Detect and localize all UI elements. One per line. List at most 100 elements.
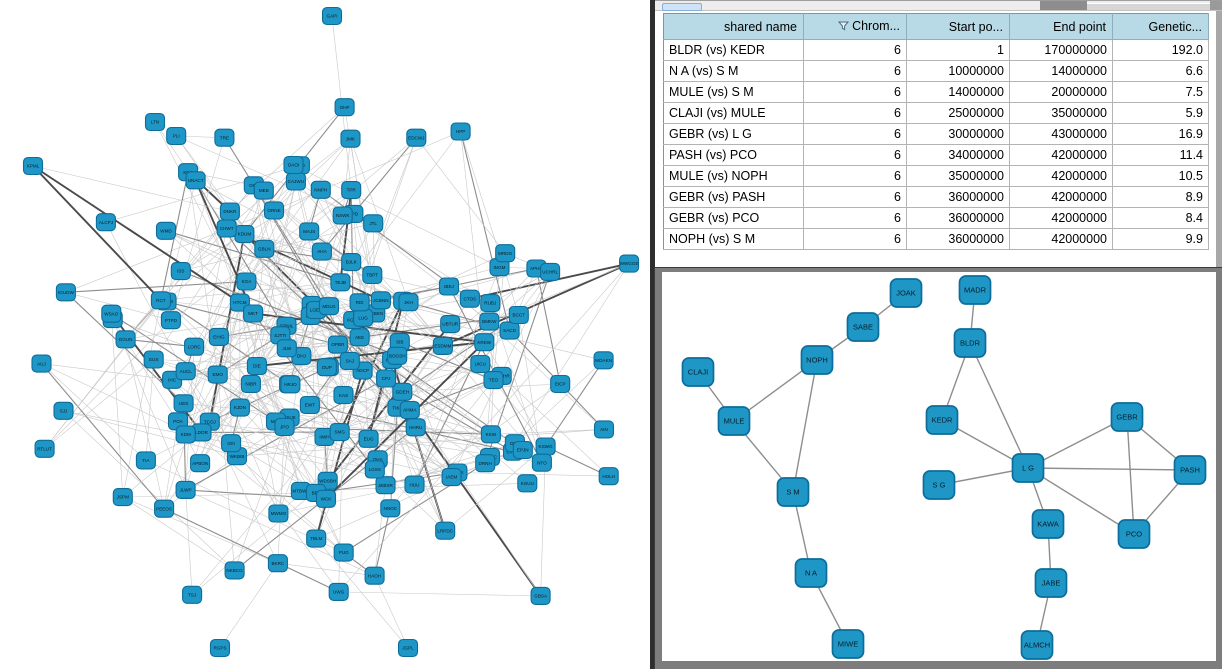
edge[interactable] (468, 262, 631, 300)
graph-node[interactable]: EWT (299, 395, 320, 415)
edge[interactable] (299, 165, 352, 263)
graph-node[interactable]: RUBJ (480, 294, 501, 313)
table-row[interactable]: BLDR (vs) KEDR 6 1 170000000 192.0 (663, 39, 1209, 61)
edge[interactable] (397, 268, 537, 409)
node-miwe[interactable]: MIWE (831, 629, 865, 659)
edge[interactable] (401, 383, 561, 393)
edge[interactable] (170, 137, 225, 321)
edge[interactable] (32, 165, 241, 304)
graph-node[interactable]: KGA (236, 272, 257, 291)
graph-node[interactable]: HOLH (598, 467, 619, 486)
edge[interactable] (444, 446, 546, 532)
column-header-end-point[interactable]: End point (1009, 13, 1113, 40)
table-row[interactable]: MULE (vs) NOPH 6 35000000 42000000 10.5 (663, 165, 1209, 187)
graph-node[interactable]: TBLM (306, 529, 327, 548)
graph-node[interactable]: PLI (166, 126, 187, 146)
graph-node[interactable]: HHRU (405, 418, 426, 437)
graph-node[interactable]: BMKW (479, 312, 500, 331)
edge[interactable] (208, 233, 246, 423)
edge[interactable] (256, 181, 297, 367)
edge[interactable] (65, 280, 247, 293)
graph-node[interactable]: HRJO (280, 375, 301, 394)
edge[interactable] (218, 323, 451, 338)
edge[interactable] (219, 562, 279, 649)
edge[interactable] (391, 359, 492, 435)
graph-node[interactable]: TIA (135, 451, 156, 470)
graph-node[interactable]: JKH (398, 293, 419, 312)
graph-node[interactable]: LGSS (364, 460, 385, 479)
edge[interactable] (326, 366, 329, 482)
graph-node[interactable]: LUG (353, 308, 374, 327)
edge[interactable] (44, 359, 154, 450)
node-kedr[interactable]: KEDR (925, 405, 959, 435)
scrollbar-thumb[interactable] (662, 3, 702, 11)
graph-node[interactable]: DNKR (219, 202, 240, 221)
edge[interactable] (244, 233, 352, 263)
graph-node[interactable]: EPJN (512, 440, 533, 460)
graph-node[interactable]: UCHRL (540, 262, 561, 281)
edge[interactable] (295, 181, 444, 347)
edge[interactable] (535, 267, 561, 385)
edge[interactable] (160, 281, 341, 301)
edge[interactable] (490, 429, 605, 435)
edge[interactable] (368, 379, 494, 440)
edge[interactable] (236, 429, 605, 457)
edge[interactable] (250, 383, 452, 478)
edge[interactable] (223, 137, 330, 307)
graph-node[interactable]: GBLN (254, 239, 275, 258)
graph-node[interactable]: HAOH (364, 566, 385, 585)
node-noph[interactable]: NOPH (800, 345, 834, 375)
edge[interactable] (236, 370, 363, 457)
edge[interactable] (122, 496, 279, 564)
graph-node[interactable]: WMD (155, 221, 177, 240)
node-sg[interactable]: S G (922, 470, 956, 500)
edge[interactable] (185, 370, 232, 444)
graph-node[interactable]: OHP (334, 98, 355, 117)
edge[interactable] (63, 410, 238, 457)
graph-node[interactable]: EUS (143, 350, 164, 369)
edge[interactable] (408, 409, 542, 597)
edge[interactable] (193, 210, 275, 348)
graph-node[interactable]: LTN (144, 112, 166, 132)
edge[interactable] (402, 252, 506, 302)
graph-node[interactable]: NTO (531, 453, 552, 472)
edge[interactable] (374, 330, 510, 470)
graph-node[interactable]: HUU (404, 475, 425, 494)
graph-node[interactable]: CPJ (376, 369, 397, 388)
edge[interactable] (273, 131, 461, 211)
edge[interactable] (105, 221, 211, 423)
edge-lg-pco[interactable] (1027, 467, 1135, 535)
edge[interactable] (301, 345, 444, 357)
edge[interactable] (191, 436, 325, 596)
graph-node[interactable]: LRPDC (435, 521, 456, 540)
graph-node[interactable]: ORNE (263, 201, 285, 220)
graph-node[interactable]: ALCPJ (95, 213, 116, 232)
edge[interactable] (32, 165, 162, 302)
graph-node[interactable]: WWGGE (619, 254, 640, 273)
edge[interactable] (230, 301, 360, 444)
edge[interactable] (374, 313, 485, 343)
edge[interactable] (250, 383, 345, 553)
graph-node[interactable]: AIN (593, 420, 615, 439)
edge[interactable] (253, 185, 281, 336)
panel-splitter[interactable] (650, 0, 655, 669)
graph-node[interactable]: KDM (175, 425, 196, 444)
table-row[interactable]: CLAJI (vs) MULE 6 25000000 35000000 5.9 (663, 102, 1209, 124)
node-pash[interactable]: PASH (1173, 455, 1207, 485)
node-sabe[interactable]: SABE (846, 312, 880, 342)
edge[interactable] (40, 363, 165, 510)
graph-node[interactable]: MOAKN (593, 351, 614, 370)
edge-noph-sm[interactable] (792, 359, 818, 493)
graph-node[interactable]: MAJS (299, 222, 320, 241)
graph-node[interactable]: AEE (349, 328, 370, 347)
graph-node[interactable]: KDUM (234, 225, 255, 244)
graph-node[interactable]: JEBSR (375, 476, 396, 495)
graph-node[interactable]: DRNH (475, 454, 496, 473)
edge[interactable] (399, 341, 495, 381)
table-row[interactable]: MULE (vs) S M 6 14000000 20000000 7.5 (663, 81, 1209, 103)
edge[interactable] (489, 302, 543, 464)
edge[interactable] (239, 302, 279, 514)
graph-node[interactable]: OPBR (327, 335, 348, 354)
graph-node[interactable]: NKBCG (224, 561, 245, 580)
graph-node[interactable]: GDEH (392, 382, 413, 401)
